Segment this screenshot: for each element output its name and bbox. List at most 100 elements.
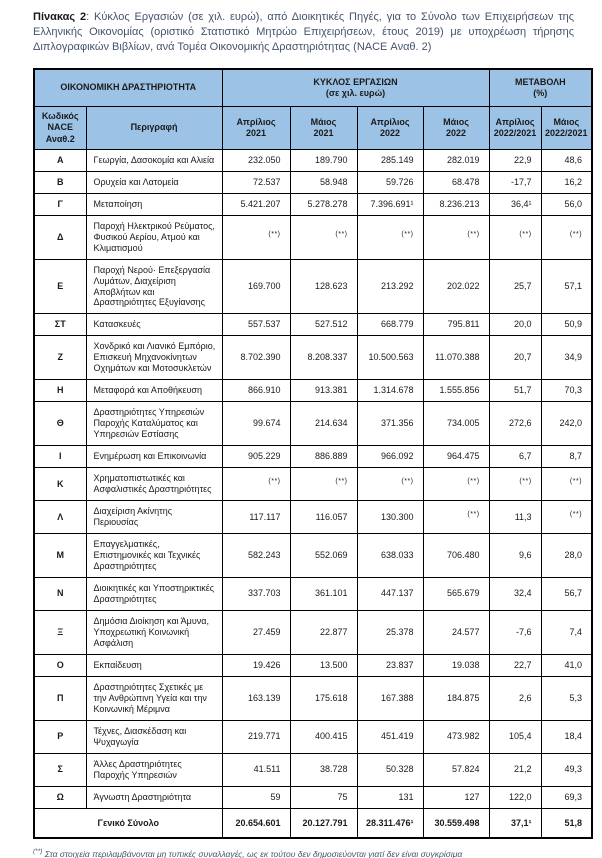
grand-total-change-may: 51,8 — [540, 807, 593, 839]
value-cell: 964.475 — [422, 445, 490, 469]
activity-description-cell: Εκπαίδευση — [85, 653, 223, 677]
table-row: Ζ Χονδρικό και Λιανικό Εμπόριο, Επισκευή … — [33, 335, 593, 381]
table-row: Ω Άγνωστη Δραστηριότητα 59 75 131 127 122,0 69,… — [33, 785, 593, 809]
activity-description-cell: Δραστηριότητες Σχετικές με την Ανθρώπινη… — [85, 675, 223, 721]
value-cell: 557.537 — [221, 313, 291, 337]
nace-code-cell: ΣΤ — [33, 313, 87, 337]
header-april-2021: Απρίλιος 2021 — [221, 106, 291, 150]
suppressed-value-marker: (**) — [467, 511, 480, 519]
activity-description-cell: Παροχή Νερού· Επεξεργασία Λυμάτων, Διαχε… — [85, 258, 223, 315]
value-cell: (**) — [540, 467, 593, 502]
value-cell: 57,1 — [540, 258, 593, 315]
table-row: Η Μεταφορά και Αποθήκευση 866.910 913.381 1.… — [33, 379, 593, 403]
grand-total-april-2022: 28.311.476¹ — [356, 807, 424, 839]
suppressed-value-marker: (**) — [268, 478, 281, 486]
value-cell: (**) — [540, 500, 593, 535]
value-cell: (**) — [422, 467, 490, 502]
value-cell: 552.069 — [289, 533, 358, 578]
value-cell: 886.889 — [289, 445, 358, 469]
value-cell: 128.623 — [289, 258, 358, 315]
value-cell: 24.577 — [422, 609, 490, 655]
value-cell: 59 — [221, 785, 291, 809]
header-may-2022: Μάιος 2022 — [422, 106, 490, 150]
nace-code-cell: Ε — [33, 258, 87, 315]
value-cell: 70,3 — [540, 379, 593, 403]
value-cell: 41.511 — [221, 752, 291, 787]
nace-code-cell: Σ — [33, 752, 87, 787]
value-cell: 50.328 — [356, 752, 424, 787]
value-cell: 18,4 — [540, 719, 593, 754]
table-row: Λ Διαχείριση Ακίνητης Περιουσίας 117.117 11… — [33, 500, 593, 535]
value-cell: 219.771 — [221, 719, 291, 754]
header-change-april: Απρίλιος 2022/2021 — [488, 106, 542, 150]
value-cell: 99.674 — [221, 401, 291, 447]
nace-code-cell: Ξ — [33, 609, 87, 655]
table-row: Β Ορυχεία και Λατομεία 72.537 58.948 59.726 6… — [33, 170, 593, 194]
value-cell: 371.356 — [356, 401, 424, 447]
value-cell: (**) — [540, 214, 593, 260]
value-cell: 20,0 — [488, 313, 542, 337]
value-cell: 400.415 — [289, 719, 358, 754]
value-cell: 734.005 — [422, 401, 490, 447]
activity-description-cell: Άγνωστη Δραστηριότητα — [85, 785, 223, 809]
activity-description-cell: Παροχή Ηλεκτρικού Ρεύματος, Φυσικού Αερί… — [85, 214, 223, 260]
suppressed-value-marker: (**) — [335, 231, 348, 239]
value-cell: 202.022 — [422, 258, 490, 315]
table-row: Μ Επαγγελματικές, Επιστημονικές και Τεχνι… — [33, 533, 593, 578]
header-columns-row: Κωδικός NACE Αναθ.2 Περιγραφή Απρίλιος 2… — [33, 106, 593, 150]
value-cell: 50,9 — [540, 313, 593, 337]
suppressed-value-marker: (**) — [268, 231, 281, 239]
value-cell: (**) — [221, 467, 291, 502]
table-header: ΟΙΚΟΝΟΜΙΚΗ ΔΡΑΣΤΗΡΙΟΤΗΤΑ ΚΥΚΛΟΣ ΕΡΓΑΣΙΩΝ… — [33, 68, 593, 150]
table-row: Ν Διοικητικές και Υποστηρικτικές Δραστηρι… — [33, 576, 593, 611]
activity-description-cell: Άλλες Δραστηριότητες Παροχής Υπηρεσιών — [85, 752, 223, 787]
value-cell: 966.092 — [356, 445, 424, 469]
suppressed-value-marker: (**) — [519, 231, 532, 239]
suppressed-value-marker: (**) — [335, 478, 348, 486]
value-cell: 21,2 — [488, 752, 542, 787]
value-cell: 23.837 — [356, 653, 424, 677]
value-cell: 905.229 — [221, 445, 291, 469]
value-cell: (**) — [422, 500, 490, 535]
table-caption-label: Πίνακας 2 — [33, 11, 87, 23]
nace-code-cell: Κ — [33, 467, 87, 502]
value-cell: (**) — [356, 214, 424, 260]
value-cell: 32,4 — [488, 576, 542, 611]
activity-description-cell: Μεταποίηση — [85, 192, 223, 216]
value-cell: 175.618 — [289, 675, 358, 721]
header-description: Περιγραφή — [85, 106, 223, 150]
table-row: Θ Δραστηριότητες Υπηρεσιών Παροχής Καταλύ… — [33, 401, 593, 447]
value-cell: 58.948 — [289, 170, 358, 194]
value-cell: 213.292 — [356, 258, 424, 315]
value-cell: 25.378 — [356, 609, 424, 655]
value-cell: 51,7 — [488, 379, 542, 403]
suppressed-value-marker: (**) — [467, 231, 480, 239]
table-row: Ρ Τέχνες, Διασκέδαση και Ψυχαγωγία 219.771… — [33, 719, 593, 754]
value-cell: 214.634 — [289, 401, 358, 447]
value-cell: 167.388 — [356, 675, 424, 721]
activity-description-cell: Δημόσια Διοίκηση και Άμυνα, Υποχρεωτική … — [85, 609, 223, 655]
nace-code-cell: Π — [33, 675, 87, 721]
nace-code-cell: Δ — [33, 214, 87, 260]
value-cell: 130.300 — [356, 500, 424, 535]
value-cell: 48,6 — [540, 148, 593, 172]
value-cell: 447.137 — [356, 576, 424, 611]
value-cell: 117.117 — [221, 500, 291, 535]
value-cell: 1.555.856 — [422, 379, 490, 403]
value-cell: 59.726 — [356, 170, 424, 194]
activity-description-cell: Διαχείριση Ακίνητης Περιουσίας — [85, 500, 223, 535]
value-cell: 668.779 — [356, 313, 424, 337]
value-cell: 56,0 — [540, 192, 593, 216]
value-cell: 169.700 — [221, 258, 291, 315]
nace-code-cell: Ο — [33, 653, 87, 677]
value-cell: 28,0 — [540, 533, 593, 578]
activity-description-cell: Επαγγελματικές, Επιστημονικές και Τεχνικ… — [85, 533, 223, 578]
value-cell: 10.500.563 — [356, 335, 424, 381]
value-cell: 473.982 — [422, 719, 490, 754]
nace-code-cell: Μ — [33, 533, 87, 578]
grand-total-may-2021: 20.127.791 — [289, 807, 358, 839]
table-row: Δ Παροχή Ηλεκτρικού Ρεύματος, Φυσικού Αερ… — [33, 214, 593, 260]
value-cell: 127 — [422, 785, 490, 809]
table-row: Ε Παροχή Νερού· Επεξεργασία Λυμάτων, Διαχ… — [33, 258, 593, 315]
footnote-text: Στα στοιχεία περιλαμβάνονται μη τυπικές … — [44, 848, 463, 858]
